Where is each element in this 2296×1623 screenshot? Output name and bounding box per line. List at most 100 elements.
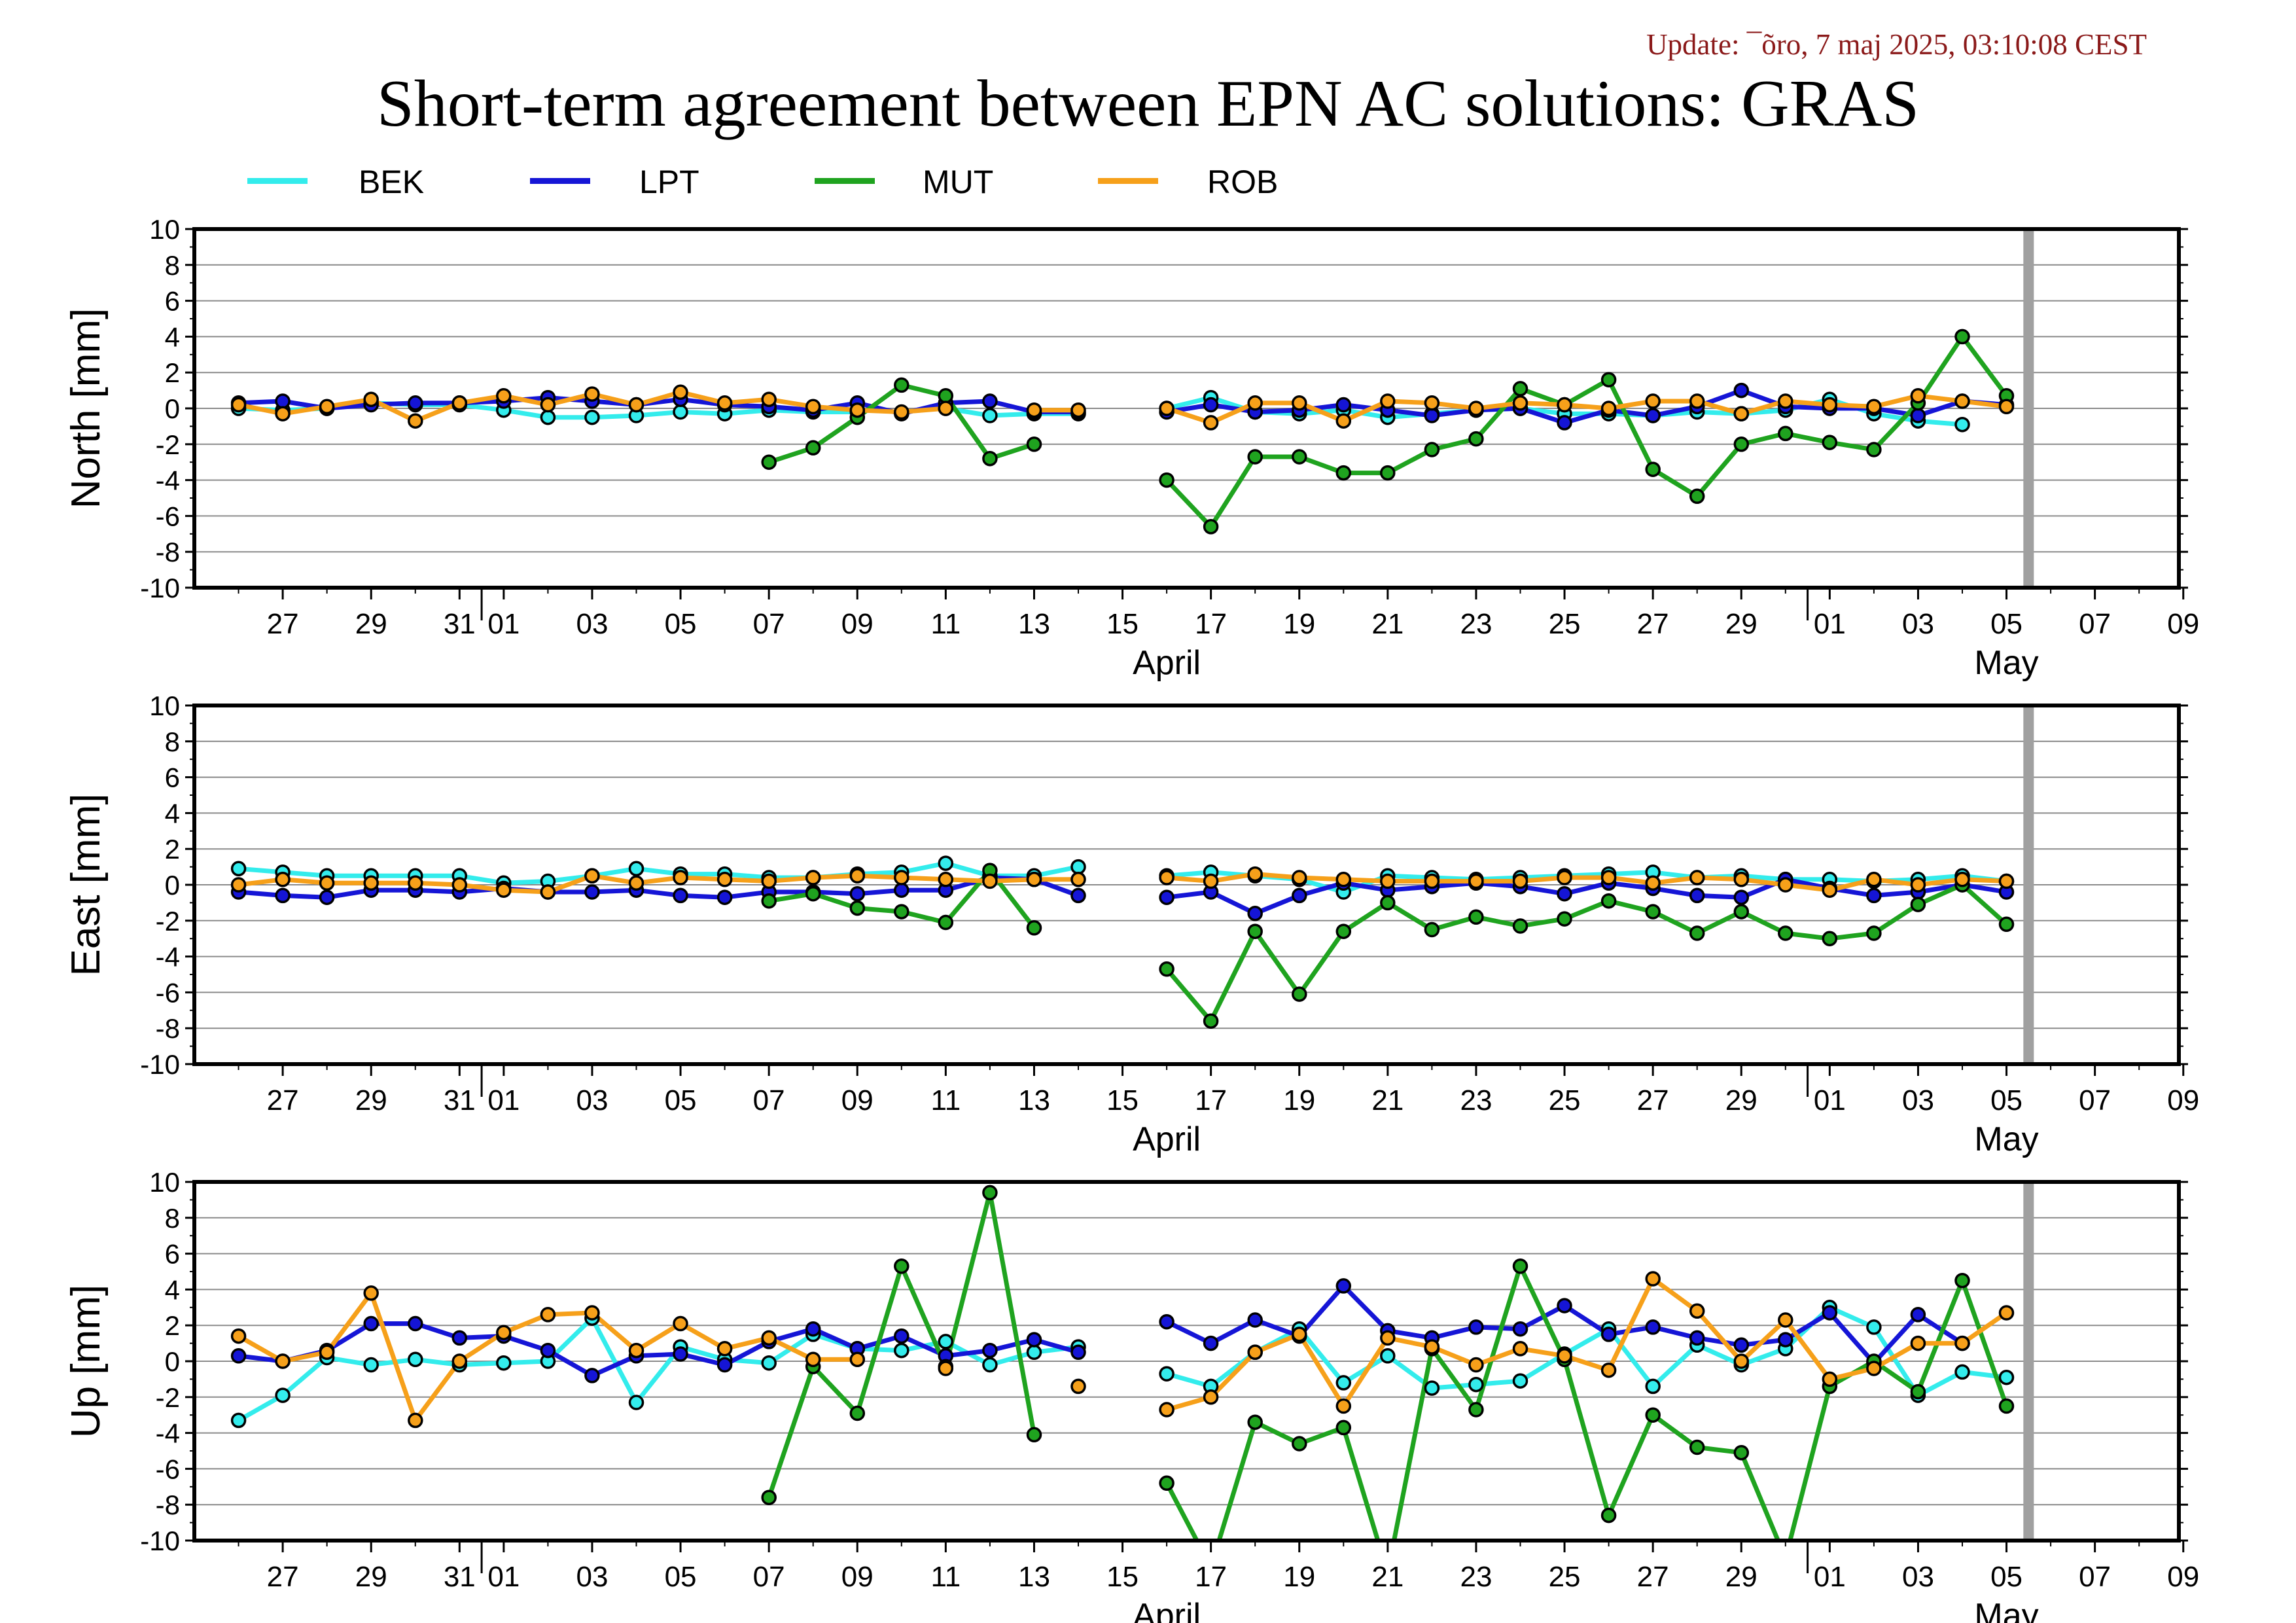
x-tick-label: 31 — [444, 1561, 476, 1593]
data-point-lpt — [1159, 1313, 1174, 1330]
data-point-mut — [1468, 1402, 1484, 1418]
data-point-mut — [1203, 1013, 1219, 1029]
panel-up: 10 8 6 4 2 0 -2 -4 -6 -8 -10 27 29 31 01 03 05 07 09 11 13 15… — [63, 1167, 2199, 1623]
data-point-mut — [805, 885, 821, 902]
data-point-rob — [408, 413, 423, 429]
data-point-rob — [1954, 393, 1970, 409]
data-point-lpt — [1645, 408, 1661, 423]
data-point-mut — [1779, 1552, 1792, 1565]
data-point-mut — [1645, 1407, 1661, 1423]
y-tick-label: -4 — [156, 942, 180, 972]
data-point-rob — [1468, 1357, 1484, 1373]
data-point-lpt — [275, 887, 291, 904]
data-point-mut — [894, 377, 910, 393]
data-point-rob — [673, 1315, 688, 1332]
data-point-rob — [849, 1351, 866, 1368]
data-point-rob — [1557, 397, 1572, 413]
data-point-mut — [1910, 897, 1926, 912]
data-point-mut — [1600, 372, 1617, 387]
data-point-bek — [1026, 1344, 1042, 1361]
data-point-rob — [1424, 395, 1440, 411]
x-tick-label: 17 — [1195, 1561, 1227, 1593]
data-point-rob — [1866, 1361, 1882, 1376]
data-point-rob — [1778, 393, 1793, 409]
data-point-mut — [982, 1185, 998, 1201]
data-point-rob — [1600, 1362, 1617, 1378]
data-point-mut — [1733, 1444, 1750, 1461]
data-point-mut — [1380, 465, 1396, 481]
plot-frame — [192, 227, 2181, 590]
data-point-mut — [1203, 519, 1219, 535]
x-tick-label: 29 — [355, 1084, 387, 1116]
month-label: April — [1133, 1120, 1201, 1158]
x-tick-label: 01 — [1814, 1084, 1846, 1116]
x-tick-label: 21 — [1371, 1561, 1404, 1593]
data-point-bek — [408, 1351, 423, 1368]
data-point-lpt — [408, 1315, 423, 1332]
x-tick-label: 27 — [267, 1561, 299, 1593]
data-point-rob — [496, 388, 512, 404]
data-point-rob — [540, 1307, 556, 1323]
legend-swatch-bek — [247, 178, 308, 184]
data-point-rob — [1159, 401, 1174, 416]
data-point-rob — [1247, 866, 1263, 882]
data-point-rob — [1689, 1303, 1705, 1319]
month-label: May — [1974, 1597, 2038, 1623]
data-point-rob — [540, 397, 556, 413]
x-tick-label: 27 — [267, 1084, 299, 1116]
data-point-mut — [1247, 449, 1263, 465]
data-point-mut — [1247, 923, 1263, 939]
data-point-rob — [1600, 401, 1617, 416]
data-point-rob — [275, 872, 291, 887]
y-tick-label: -2 — [156, 1382, 180, 1413]
x-tick-label: 19 — [1283, 1561, 1315, 1593]
y-tick-label: -10 — [140, 1525, 180, 1556]
x-tick-label: 29 — [355, 608, 387, 640]
data-point-lpt — [230, 1348, 247, 1364]
x-tick-label: 07 — [753, 1561, 785, 1593]
panel-east: 10 8 6 4 2 0 -2 -4 -6 -8 -10 27 29 31 01 03 05 07 09 11 13 15… — [63, 690, 2199, 1158]
data-point-mut — [1910, 1383, 1926, 1400]
data-point-mut — [849, 1405, 866, 1421]
data-point-rob — [1424, 1339, 1440, 1355]
x-tick-label: 01 — [487, 1084, 520, 1116]
data-point-mut — [1335, 465, 1352, 481]
data-point-rob — [1335, 413, 1352, 429]
x-tick-label: 05 — [1990, 1084, 2022, 1116]
data-point-rob — [363, 1285, 379, 1301]
y-tick-label: -8 — [156, 1013, 180, 1044]
y-tick-label: 8 — [165, 1203, 180, 1234]
data-point-lpt — [982, 1342, 998, 1359]
data-point-rob — [1778, 1312, 1793, 1328]
data-point-rob — [1292, 1327, 1307, 1342]
data-point-lpt — [1778, 1332, 1793, 1347]
data-point-rob — [584, 868, 600, 884]
data-point-rob — [451, 395, 468, 411]
data-point-mut — [938, 388, 954, 404]
data-point-bek — [1954, 1364, 1970, 1380]
data-point-rob — [1954, 1335, 1970, 1351]
y-tick-label: -6 — [156, 1454, 180, 1484]
data-point-rob — [1512, 1341, 1528, 1357]
data-point-mut — [1292, 986, 1307, 1002]
data-point-rob — [1645, 1271, 1661, 1287]
data-point-rob — [1998, 873, 2015, 889]
data-point-rob — [1026, 402, 1042, 418]
plot-frame — [192, 704, 2181, 1066]
x-tick-label: 23 — [1460, 608, 1492, 640]
data-point-rob — [628, 1342, 645, 1359]
series-group — [230, 329, 2015, 535]
data-point-rob — [319, 1344, 335, 1361]
data-point-mut — [761, 454, 777, 470]
x-tick-label: 29 — [1725, 608, 1757, 640]
data-point-lpt — [319, 889, 335, 905]
legend-swatch-mut — [815, 178, 875, 184]
y-tick-label: 0 — [165, 870, 180, 901]
data-point-rob — [849, 402, 866, 418]
data-point-lpt — [1247, 906, 1263, 921]
data-point-rob — [1468, 401, 1484, 416]
data-point-mut — [1645, 461, 1661, 477]
x-tick-label: 09 — [841, 1561, 874, 1593]
data-point-rob — [894, 870, 910, 885]
data-point-rob — [1954, 872, 1970, 887]
